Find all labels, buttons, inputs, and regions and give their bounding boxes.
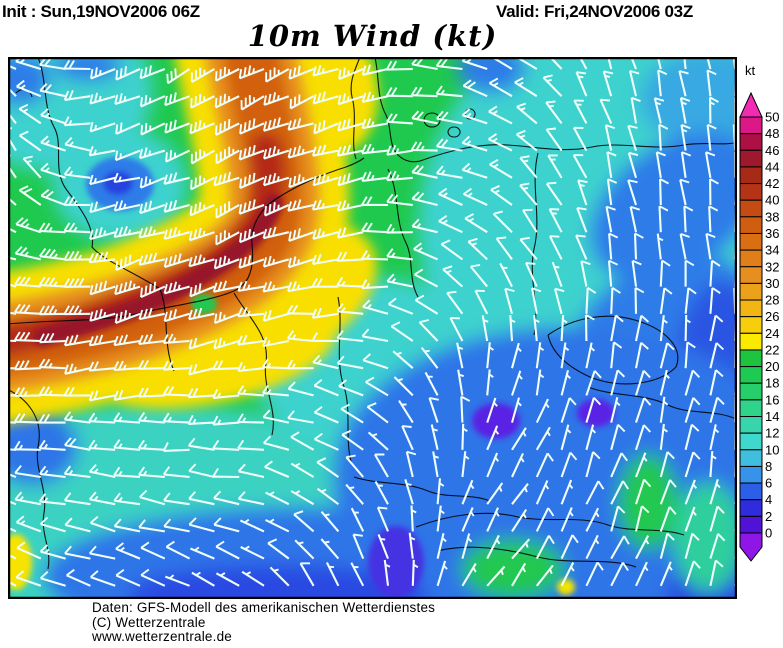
legend-color-box — [739, 266, 763, 284]
legend-tick-label: 28 — [765, 293, 779, 308]
legend-tick-label: 30 — [765, 276, 779, 291]
legend-color-box — [739, 332, 763, 351]
legend-tick-label: 50 — [765, 110, 779, 125]
legend-color-box — [739, 316, 763, 334]
legend-tick-label: 48 — [765, 126, 779, 141]
legend-color-box — [739, 232, 763, 251]
init-time-label: Init : Sun,19NOV2006 06Z — [2, 2, 200, 21]
legend-tick-label: 2 — [765, 509, 772, 524]
legend-tick-label: 14 — [765, 409, 779, 424]
page-title: 10m Wind (kt) — [247, 19, 498, 53]
valid-time-label: Valid: Fri,24NOV2006 03Z — [496, 2, 693, 21]
legend-color-box — [739, 432, 763, 451]
legend-tick-label: 10 — [765, 442, 779, 457]
legend-tick-label: 16 — [765, 392, 779, 407]
footer-copyright: (C) Wetterzentrale — [92, 615, 206, 630]
legend-color-box — [739, 249, 763, 268]
legend-color-box — [739, 416, 763, 434]
legend-color-box — [739, 216, 763, 234]
legend-color-box — [739, 116, 763, 135]
legend-tick-label: 36 — [765, 226, 779, 241]
legend-tick-label: 44 — [765, 159, 779, 174]
legend-color-box — [739, 133, 763, 151]
legend-color-box — [739, 149, 763, 168]
wind-barbs — [8, 57, 737, 587]
legend-tick-label: 18 — [765, 376, 779, 391]
legend-tick-label: 26 — [765, 309, 779, 324]
legend-color-box — [739, 366, 763, 384]
map-frame — [8, 57, 737, 599]
footer-data-source: Daten: GFS-Modell des amerikanischen Wet… — [92, 600, 436, 615]
legend-below-min-arrow — [739, 532, 763, 562]
legend-tick-label: 0 — [765, 526, 772, 541]
legend-color-box — [739, 382, 763, 401]
legend-color-box — [739, 499, 763, 517]
legend-color-box — [739, 349, 763, 368]
legend-color-box — [739, 399, 763, 418]
legend-tick-label: 24 — [765, 326, 779, 341]
legend-color-box — [739, 199, 763, 218]
legend-tick-label: 20 — [765, 359, 779, 374]
legend-tick-label: 40 — [765, 193, 779, 208]
legend-color-box — [739, 166, 763, 185]
legend-color-box — [739, 183, 763, 201]
legend-tick-label: 38 — [765, 209, 779, 224]
legend-tick-label: 4 — [765, 492, 772, 507]
legend-color-box — [739, 282, 763, 301]
footer-url: www.wetterzentrale.de — [92, 629, 233, 644]
legend-color-box — [739, 465, 763, 484]
legend-tick-label: 6 — [765, 476, 772, 491]
legend-tick-label: 32 — [765, 259, 779, 274]
legend-color-box — [739, 482, 763, 501]
wind-map — [8, 57, 737, 599]
legend-tick-label: 8 — [765, 459, 772, 474]
legend-color-box — [739, 299, 763, 318]
legend-tick-label: 22 — [765, 343, 779, 358]
legend-tick-label: 34 — [765, 243, 779, 258]
legend-above-max-arrow — [739, 91, 763, 118]
legend-color-box — [739, 515, 763, 534]
legend-tick-label: 42 — [765, 176, 779, 191]
legend-color-box — [739, 449, 763, 467]
legend-unit-label: kt — [745, 63, 756, 78]
legend-color-scale: kt50484644424038363432302826242220181614… — [739, 63, 779, 562]
legend-tick-label: 12 — [765, 426, 779, 441]
legend-tick-label: 46 — [765, 143, 779, 158]
